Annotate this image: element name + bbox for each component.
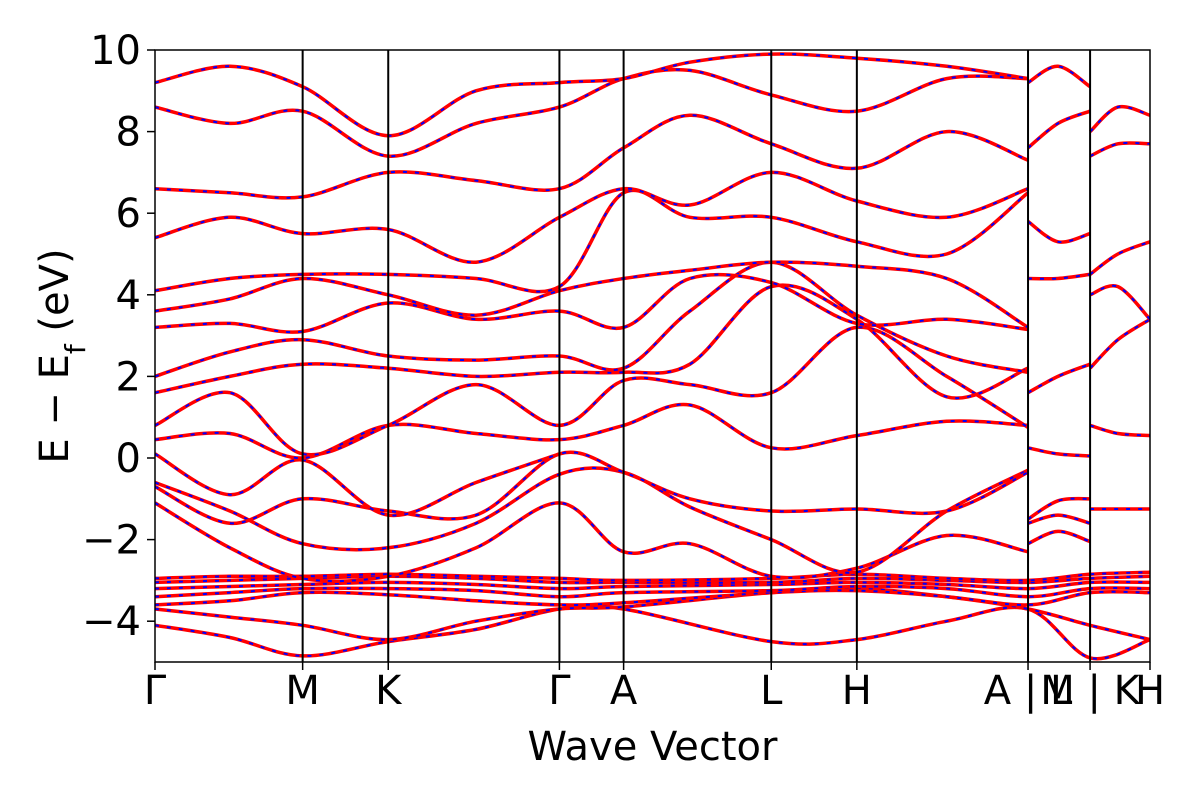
x-tick-label: A: [610, 668, 638, 714]
band-line-dash: [155, 189, 1029, 293]
band-line-dash: [155, 114, 1029, 199]
band-line: [1027, 446, 1091, 458]
band-line: [155, 588, 1150, 607]
band-line-dash: [1089, 240, 1150, 276]
y-tick-label: −2: [82, 518, 141, 564]
band-line-dash: [1027, 65, 1091, 88]
y-tick-label: −4: [82, 599, 141, 645]
band-line: [1026, 219, 1091, 244]
band-line: [1088, 317, 1150, 370]
band-line: [155, 603, 1150, 661]
y-tick-label: 4: [116, 273, 141, 319]
band-line: [1089, 423, 1150, 438]
band-line: [1089, 283, 1150, 321]
band-line: [1027, 513, 1091, 525]
band-line-dash: [155, 467, 1029, 574]
x-tick-label: M | K: [1040, 668, 1141, 714]
band-lines: [155, 52, 1150, 661]
x-tick-label: L: [760, 668, 783, 714]
band-line: [1027, 64, 1092, 89]
band-line: [1089, 240, 1150, 276]
x-tick-label: M: [285, 668, 320, 714]
band-line: [155, 188, 1030, 294]
band-line: [1027, 272, 1091, 281]
y-axis-ticks: −4 −2 0 2 4 6 8 10: [82, 28, 155, 645]
band-line: [155, 466, 1029, 575]
y-axis-label-subscript: f: [59, 343, 92, 354]
band-line-dash: [1027, 497, 1091, 521]
band-line: [155, 402, 1029, 460]
band-line: [155, 586, 1150, 642]
x-tick-label: H: [1135, 668, 1165, 714]
band-line: [155, 170, 1029, 264]
y-tick-label: 8: [116, 110, 141, 156]
band-line-dash: [1027, 363, 1091, 394]
plot-frame: [154, 49, 1151, 663]
x-tick-label: H: [842, 668, 872, 714]
x-tick-label: Γ: [548, 668, 571, 714]
x-tick-label: K: [375, 668, 403, 714]
band-line: [1088, 104, 1150, 133]
y-tick-label: 0: [116, 436, 141, 482]
y-tick-label: 10: [90, 28, 141, 74]
band-line-dash: [155, 451, 1029, 525]
band-line-dash: [155, 261, 1029, 329]
band-line: [1027, 362, 1091, 395]
y-axis-label-unit: (eV): [32, 248, 78, 344]
band-line-dash: [1027, 220, 1091, 244]
band-line-dash: [155, 452, 560, 517]
high-symmetry-lines: [301, 50, 1092, 662]
band-line-dash: [1089, 105, 1150, 133]
band-line-dash: [155, 501, 1029, 583]
band-line: [1026, 109, 1091, 150]
band-line-dash: [155, 171, 1029, 264]
x-axis-label: Wave Vector: [528, 724, 779, 770]
band-line-dash: [1027, 110, 1091, 149]
x-tick-label: A | L: [984, 668, 1073, 714]
band-line-dash: [155, 403, 1029, 460]
band-line-dash: [155, 326, 1029, 456]
band-line: [155, 113, 1029, 200]
band-line: [1089, 141, 1150, 158]
x-tick-label: Γ: [144, 668, 167, 714]
band-line: [1027, 529, 1091, 546]
band-line: [155, 260, 1029, 329]
band-line: [155, 501, 1029, 583]
y-tick-label: 2: [116, 354, 141, 400]
band-line-dash: [1089, 318, 1150, 369]
y-axis-label: E − Ef (eV): [32, 248, 92, 463]
y-axis-label-main: E − E: [32, 354, 78, 464]
y-tick-label: 6: [116, 191, 141, 237]
